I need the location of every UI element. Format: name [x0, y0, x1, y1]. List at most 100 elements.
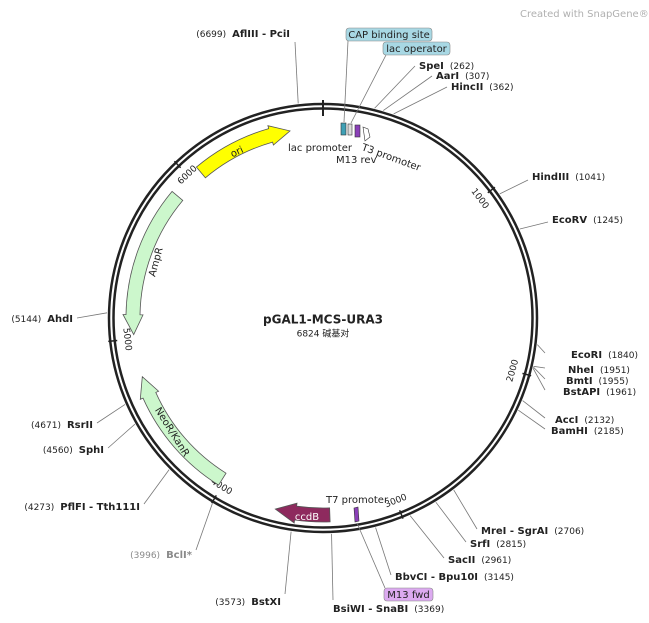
enzyme-name: BclI*: [166, 550, 193, 561]
enzyme-site: (4273): [24, 503, 54, 513]
enzyme-label: (4671) RsrII: [31, 420, 93, 431]
enzyme-leader: [519, 221, 549, 230]
enzyme-name: NheI: [568, 365, 594, 376]
enzyme-label: EcoRI (1840): [571, 350, 638, 361]
label-box: [382, 41, 451, 56]
enzyme-name: AccI: [555, 415, 578, 426]
enzyme-leader: [393, 86, 448, 115]
enzyme-label: BstAPI (1961): [563, 387, 636, 398]
enzyme-leader: [284, 531, 292, 595]
enzyme-label: AccI (2132): [555, 415, 614, 426]
enzyme-site: (2815): [496, 540, 526, 550]
enzyme-label: (3996) BclI*: [130, 550, 193, 561]
cap-site-mark: [340, 122, 347, 136]
enzyme-name: SphI: [79, 445, 104, 456]
enzyme-label: (5144) AhdI: [11, 314, 73, 325]
enzyme-site: (3369): [414, 605, 444, 615]
t3-promoter-mark: [362, 126, 371, 142]
enzyme-name: SrfI: [470, 539, 490, 550]
feature-label: NeoR/KanR: [152, 406, 191, 459]
m13-rev-mark: [354, 124, 361, 138]
feature-arrow: [274, 502, 331, 524]
enzyme-site: (2706): [554, 527, 584, 537]
enzyme-leader: [533, 366, 546, 380]
enzyme-site: (1041): [575, 173, 605, 183]
enzyme-site: (1961): [606, 388, 636, 398]
enzyme-leader: [518, 409, 546, 430]
leader: [343, 40, 349, 123]
tick-mark: [173, 160, 182, 169]
enzyme-name: AflIII - PciI: [232, 29, 290, 40]
enzyme-name: BamHI: [551, 426, 588, 437]
enzyme-label: BmtI (1955): [566, 376, 628, 387]
enzyme-label: (3573) BstXI: [215, 597, 281, 608]
feature-label: ori: [229, 145, 245, 160]
tick-label: 2000: [505, 358, 521, 383]
enzyme-leader: [76, 312, 108, 319]
enzyme-leader: [331, 533, 334, 601]
enzyme-leader: [453, 489, 478, 530]
leader: [350, 54, 387, 124]
enzyme-leader: [294, 41, 299, 104]
enzyme-site: (3145): [484, 573, 514, 583]
feature-label: T7 promoter: [325, 495, 389, 506]
enzyme-name: HincII: [451, 82, 483, 93]
enzyme-site: (2185): [594, 427, 624, 437]
enzyme-leader: [383, 75, 433, 111]
enzyme-name: BsiWI - SnaBI: [333, 604, 408, 615]
enzyme-site: (1840): [608, 351, 638, 361]
boxed-label: M13 fwd: [387, 590, 429, 601]
enzyme-label: BamHI (2185): [551, 426, 624, 437]
tick-mark: [398, 510, 404, 519]
enzyme-name: EcoRV: [552, 215, 587, 226]
enzyme-name: BmtI: [566, 376, 593, 387]
enzyme-site: (3996): [130, 551, 160, 561]
enzyme-label: SrfI (2815): [470, 539, 526, 550]
enzyme-site: (3573): [215, 598, 245, 608]
enzyme-leader: [409, 515, 445, 559]
enzyme-leader: [537, 344, 546, 354]
lac-operator-mark: [347, 123, 353, 136]
enzyme-name: PflFI - Tth111I: [60, 502, 140, 513]
enzyme-site: (4671): [31, 421, 61, 431]
enzyme-site: (6699): [196, 30, 226, 40]
label-box: [383, 587, 434, 602]
t7-promoter-mark: [353, 506, 360, 523]
enzyme-site: (1951): [600, 366, 630, 376]
enzyme-label: BsiWI - SnaBI (3369): [333, 604, 444, 615]
enzyme-leader: [375, 527, 392, 576]
feature-label: ccdB: [295, 512, 319, 523]
enzyme-name: SacII: [448, 555, 475, 566]
enzyme-label: SpeI (262): [419, 61, 474, 72]
enzyme-site: (2132): [584, 416, 614, 426]
enzyme-label: HincII (362): [451, 82, 514, 93]
enzyme-label: SacII (2961): [448, 555, 511, 566]
feature-arrow: [139, 375, 227, 486]
enzyme-leader: [532, 368, 546, 391]
enzyme-site: (5144): [11, 315, 41, 325]
leader: [356, 522, 386, 589]
tick-label: 5000: [120, 327, 132, 351]
tick-mark: [487, 186, 496, 194]
enzyme-leader: [96, 404, 126, 424]
enzyme-name: BstXI: [251, 597, 281, 608]
enzyme-label: BbvCI - Bpu10I (3145): [395, 572, 514, 583]
enzyme-site: (307): [465, 72, 489, 82]
enzyme-leader: [143, 469, 170, 505]
enzyme-site: (4560): [43, 446, 73, 456]
enzyme-label: (6699) AflIII - PciI: [196, 29, 290, 40]
label-box: [345, 27, 433, 42]
enzyme-leader: [195, 503, 213, 551]
plasmid-name: pGAL1-MCS-URA3: [263, 313, 383, 327]
enzyme-label: EcoRV (1245): [552, 215, 623, 226]
enzyme-site: (262): [450, 62, 474, 72]
enzyme-leader: [374, 65, 416, 109]
enzyme-name: HindIII: [532, 172, 569, 183]
boxed-label: lac operator: [386, 44, 447, 55]
tick-mark: [522, 372, 532, 377]
enzyme-name: BbvCI - Bpu10I: [395, 572, 478, 583]
enzyme-leader: [107, 423, 136, 449]
enzyme-label: MreI - SgrAI (2706): [481, 526, 584, 537]
enzyme-leader: [522, 400, 546, 419]
